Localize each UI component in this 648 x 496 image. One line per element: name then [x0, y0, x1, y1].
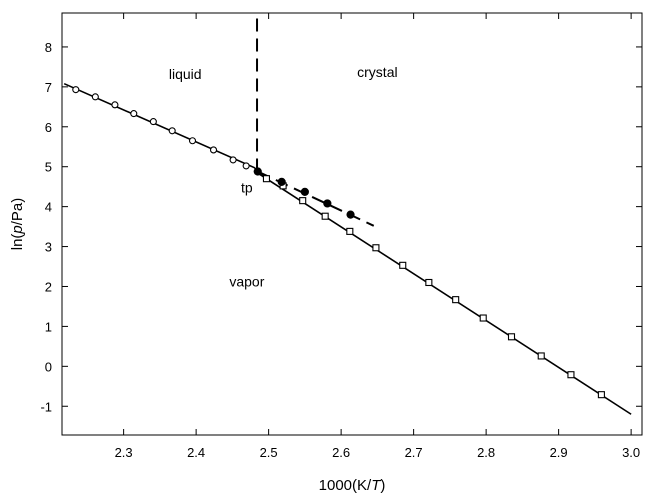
open-square-point — [426, 279, 432, 285]
open-square-point — [509, 334, 515, 340]
region-label-liquid: liquid — [169, 66, 202, 82]
y-tick-label: 0 — [45, 359, 52, 374]
y-tick-label: 5 — [45, 160, 52, 175]
x-tick-label: 2.4 — [187, 445, 205, 460]
region-label-tp: tp — [241, 180, 253, 196]
y-tick-label: 4 — [45, 200, 52, 215]
x-tick-label: 2.9 — [550, 445, 568, 460]
x-tick-label: 2.5 — [260, 445, 278, 460]
axis-ticks: 2.3 2.4 2.5 2.6 2.7 2.8 2.9 3.0 -1 0 1 2 3 4 5 6 7 8 — [40, 13, 642, 460]
y-axis-label: ln(p/Pa) — [9, 198, 26, 251]
open-square-point — [300, 198, 306, 204]
open-square-point — [480, 315, 486, 321]
annotations-layer: liquid crystal tp vapor — [169, 64, 398, 290]
region-label-vapor: vapor — [229, 273, 264, 289]
region-label-crystal: crystal — [357, 64, 397, 80]
open-square-point — [453, 297, 459, 303]
open-square-point — [347, 228, 353, 234]
open-circle-point — [73, 87, 79, 93]
y-tick-label: 7 — [45, 80, 52, 95]
filled-circle-point — [278, 178, 285, 185]
x-tick-label: 3.0 — [622, 445, 640, 460]
x-tick-label: 2.8 — [477, 445, 495, 460]
open-circle-point — [112, 102, 118, 108]
open-square-point — [322, 213, 328, 219]
open-circle-point — [190, 138, 196, 144]
open-circle-point — [92, 94, 98, 100]
open-square-point — [263, 176, 269, 182]
open-square-point — [400, 262, 406, 268]
y-tick-label: 3 — [45, 240, 52, 255]
open-square-point — [568, 372, 574, 378]
filled-circle-point — [254, 168, 261, 175]
dashed-curve — [258, 172, 374, 226]
markers-layer — [73, 87, 605, 398]
solid-curve — [254, 171, 631, 415]
open-circle-point — [211, 147, 217, 153]
y-tick-label: 8 — [45, 40, 52, 55]
x-tick-label: 2.7 — [405, 445, 423, 460]
open-circle-point — [243, 163, 249, 169]
y-tick-label: 2 — [45, 279, 52, 294]
filled-circle-point — [347, 211, 354, 218]
y-tick-label: 6 — [45, 120, 52, 135]
open-circle-point — [131, 111, 137, 117]
y-tick-label: 1 — [45, 319, 52, 334]
open-square-point — [538, 353, 544, 359]
filled-circle-point — [324, 200, 331, 207]
open-circle-point — [150, 119, 156, 125]
y-tick-label: -1 — [40, 399, 52, 414]
open-circle-point — [230, 157, 236, 163]
x-tick-label: 2.3 — [115, 445, 133, 460]
open-circle-point — [169, 128, 175, 134]
open-square-point — [598, 392, 604, 398]
x-axis-label: 1000(K/T) — [319, 477, 386, 494]
x-tick-label: 2.6 — [332, 445, 350, 460]
filled-circle-point — [301, 188, 308, 195]
open-square-point — [373, 245, 379, 251]
plot-frame — [62, 13, 642, 435]
